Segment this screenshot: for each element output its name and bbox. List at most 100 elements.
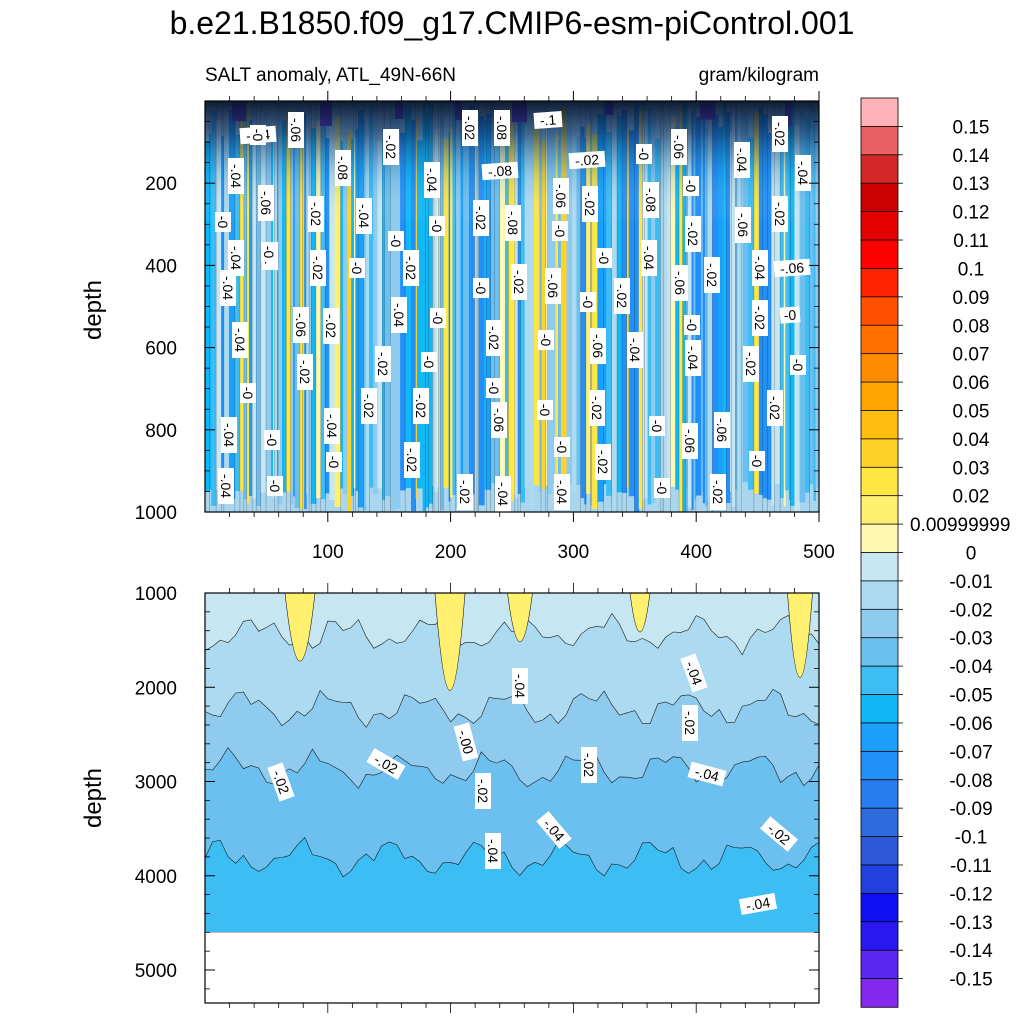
- colorbar-swatch: [860, 154, 899, 184]
- lower-contour-label: -.02: [760, 816, 798, 852]
- colorbar-label: -0.14: [949, 941, 993, 962]
- upper-contour-label: -.1: [533, 111, 563, 129]
- svg-text:-0: -0: [684, 319, 700, 332]
- svg-text:-.02: -.02: [473, 206, 489, 230]
- upper-contour-label: -.08: [643, 182, 659, 218]
- lower-contour-label: -.02: [581, 747, 597, 783]
- upper-contour-label: -.02: [473, 200, 489, 236]
- lower-ytick-label: 4000: [135, 867, 177, 888]
- upper-contour-label: -.02: [772, 116, 788, 152]
- colorbar-swatch: [860, 779, 899, 809]
- units-subtitle: gram/kilogram: [699, 65, 819, 86]
- upper-xtick-label: 300: [558, 542, 590, 563]
- upper-contour-label: -.08: [335, 150, 351, 186]
- upper-contour-label: -.02: [462, 110, 478, 146]
- svg-text:-0: -0: [649, 420, 665, 433]
- svg-text:-.04: -.04: [627, 338, 643, 362]
- upper-contour-label: -.02: [403, 250, 419, 286]
- colorbar-label: -0.01: [949, 572, 992, 593]
- lower-contour-label: -.04: [512, 668, 528, 704]
- svg-text:-.04: -.04: [745, 894, 772, 914]
- svg-text:-.02: -.02: [614, 284, 630, 308]
- colorbar-swatch: [860, 836, 899, 866]
- lower-contour-band: [205, 836, 819, 933]
- upper-contour-label: -.04: [232, 322, 248, 358]
- upper-contour-label: -.02: [568, 150, 606, 170]
- svg-text:-.02: -.02: [457, 480, 473, 504]
- colorbar-label: 0.09: [953, 288, 990, 309]
- colorbar-swatch: [860, 807, 899, 838]
- colorbar-swatch: [860, 97, 899, 128]
- svg-text:-0: -0: [596, 252, 612, 265]
- svg-text:-.06: -.06: [293, 313, 309, 337]
- svg-text:-.04: -.04: [356, 204, 372, 228]
- svg-text:-.02: -.02: [404, 448, 420, 472]
- svg-text:-0: -0: [473, 282, 489, 295]
- upper-contour-label: -.06: [553, 178, 569, 214]
- svg-text:-.04: -.04: [682, 659, 705, 687]
- upper-contour-label: -.04: [795, 155, 811, 191]
- upper-contour-label: -0: [429, 216, 445, 236]
- svg-text:-.02: -.02: [581, 753, 597, 777]
- svg-text:-.02: -.02: [582, 192, 598, 216]
- upper-contour-label: -.06: [590, 328, 606, 364]
- colorbar-label: 0.12: [953, 203, 990, 224]
- colorbar-swatch: [860, 978, 899, 1008]
- colorbar-swatch: [860, 438, 899, 468]
- upper-ylabel: depth: [80, 280, 107, 340]
- svg-text:-.02: -.02: [574, 151, 599, 169]
- upper-contour-label: -.02: [772, 196, 788, 232]
- svg-text:-.02: -.02: [269, 768, 292, 796]
- svg-text:-0: -0: [683, 180, 699, 193]
- colorbar-label: 0.00999999: [910, 515, 1010, 536]
- svg-text:-0: -0: [215, 216, 231, 229]
- svg-text:-0: -0: [537, 404, 553, 417]
- svg-text:-.02: -.02: [589, 396, 605, 420]
- upper-contour-label: -0: [684, 315, 700, 335]
- upper-contour-label: -.06: [293, 307, 309, 343]
- colorbar-swatch: [860, 637, 899, 667]
- lower-ylabel: depth: [80, 768, 107, 828]
- svg-text:-.04: -.04: [512, 674, 528, 698]
- colorbar-label: -0.12: [949, 884, 992, 905]
- upper-xtick-label: 500: [803, 542, 835, 563]
- upper-contour-label: -.08: [494, 110, 510, 146]
- upper-xtick-label: 200: [435, 542, 467, 563]
- upper-contour-label: -.02: [323, 308, 339, 344]
- colorbar-label: 0.04: [953, 430, 990, 451]
- upper-contour-label: -.04: [228, 240, 244, 276]
- svg-text:-.04: -.04: [228, 164, 244, 188]
- svg-text:-.02: -.02: [413, 394, 429, 418]
- upper-contour-label: -.04: [685, 340, 701, 376]
- svg-text:-.02: -.02: [310, 256, 326, 280]
- upper-contour-label: -.02: [361, 388, 377, 424]
- lower-contour-label: -.02: [682, 705, 698, 741]
- upper-contour-label: -0: [537, 400, 553, 420]
- svg-text:-0: -0: [554, 441, 570, 454]
- svg-text:-0: -0: [267, 480, 283, 493]
- colorbar-swatch: [860, 949, 899, 980]
- colorbar-swatch: [860, 921, 899, 951]
- upper-ytick-label: 1000: [135, 503, 177, 524]
- colorbar-swatch: [860, 126, 899, 156]
- upper-ytick-label: 600: [145, 339, 177, 360]
- colorbar-swatch: [860, 580, 899, 611]
- upper-contour-label: -.06: [714, 412, 730, 448]
- svg-text:-.08: -.08: [643, 188, 659, 212]
- upper-contour-label: -.02: [767, 390, 783, 426]
- svg-text:-.04: -.04: [495, 482, 511, 506]
- svg-text:-.08: -.08: [505, 211, 521, 235]
- upper-contour-label: -0: [430, 308, 446, 328]
- svg-text:-.02: -.02: [704, 263, 720, 287]
- upper-contour-label: -0: [250, 125, 266, 145]
- upper-contour-label: -.04: [424, 162, 440, 198]
- svg-text:-0: -0: [264, 434, 280, 447]
- upper-contour-label: -.04: [218, 468, 234, 504]
- upper-contour-label: -.02: [614, 278, 630, 314]
- svg-text:-0: -0: [636, 148, 652, 161]
- upper-contour-label: -.02: [297, 354, 313, 390]
- upper-contour-label: -.06: [491, 402, 507, 438]
- upper-contour-label: -0: [473, 278, 489, 298]
- colorbar-label: -0.06: [949, 714, 992, 735]
- upper-contour-label: -.02: [743, 346, 759, 382]
